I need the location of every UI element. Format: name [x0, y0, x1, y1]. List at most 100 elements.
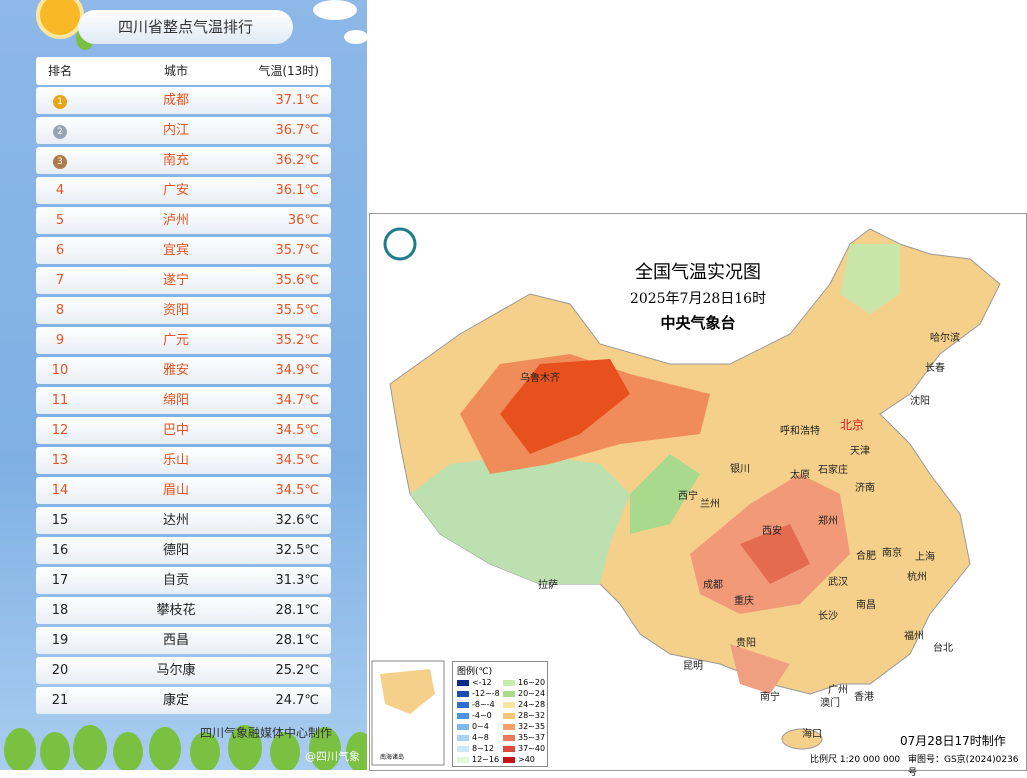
legend-item: 32~35 — [503, 722, 545, 731]
city: 眉山 — [162, 483, 189, 498]
city-label: 乌鲁木齐 — [520, 373, 560, 384]
city: 自贡 — [162, 573, 189, 588]
map-panel: 全国气温实况图 2025年7月28日16时 中央气象台 南海诸岛 07月28日1… — [369, 213, 1027, 778]
city-label: 西安 — [762, 526, 782, 537]
table-row: 1 成都 37.1℃ — [36, 87, 331, 114]
legend-swatch — [503, 734, 515, 741]
medal: 3 — [53, 155, 67, 169]
rank-number: 19 — [51, 633, 69, 648]
legend-swatch — [503, 690, 515, 697]
city-label: 上海 — [915, 552, 935, 563]
table-row: 7 遂宁 35.6℃ — [36, 267, 331, 294]
rank-number: 8 — [55, 303, 65, 318]
rank-number: 11 — [51, 393, 69, 408]
table-row: 9 广元 35.2℃ — [36, 327, 331, 354]
table-row: 2 内江 36.7℃ — [36, 117, 331, 144]
table-row: 6 宜宾 35.7℃ — [36, 237, 331, 264]
city-label: 北京 — [840, 418, 865, 432]
temperature: 34.5℃ — [275, 483, 319, 498]
table-row: 4 广安 36.1℃ — [36, 177, 331, 204]
rank: 6 — [42, 237, 78, 264]
rank: 7 — [42, 267, 78, 294]
legend-item: 37~40 — [503, 744, 545, 753]
rank-number: 17 — [51, 573, 69, 588]
table-header: 排名 城市 气温(13时) — [36, 57, 331, 85]
temperature: 36.1℃ — [275, 183, 319, 198]
city-label: 香港 — [854, 692, 874, 703]
rank-number: 10 — [51, 363, 69, 378]
rank: 8 — [42, 297, 78, 324]
city-label: 太原 — [790, 470, 810, 481]
city: 遂宁 — [162, 273, 189, 288]
city-label: 广州 — [828, 685, 848, 696]
city-label: 福州 — [904, 631, 924, 642]
table-row: 12 巴中 34.5℃ — [36, 417, 331, 444]
temperature: 35.2℃ — [275, 333, 319, 348]
medal: 2 — [53, 125, 67, 139]
legend-swatch — [457, 701, 469, 708]
legend-swatch — [503, 745, 515, 752]
rank-number: 13 — [51, 453, 69, 468]
city: 成都 — [162, 93, 189, 108]
temperature: 28.1℃ — [275, 633, 319, 648]
rank: 14 — [42, 477, 78, 504]
legend-label: -4~0 — [472, 711, 492, 720]
temperature: 32.5℃ — [275, 543, 319, 558]
city-label: 重庆 — [734, 596, 754, 607]
legend-item: >40 — [503, 755, 535, 764]
header-cell: 排名 — [47, 64, 72, 78]
legend-label: -8~-4 — [472, 700, 495, 709]
city-label: 南昌 — [856, 600, 876, 611]
city: 德阳 — [162, 543, 189, 558]
city: 内江 — [162, 123, 189, 138]
rank-number: 5 — [55, 213, 65, 228]
legend-item: 0~4 — [457, 722, 489, 731]
rank-number: 6 — [55, 243, 65, 258]
legend-swatch — [457, 745, 469, 752]
rank-number: 15 — [51, 513, 69, 528]
table-row: 17 自贡 31.3℃ — [36, 567, 331, 594]
city: 绵阳 — [162, 393, 189, 408]
watermark: @四川气象 — [305, 750, 360, 763]
table-row: 13 乐山 34.5℃ — [36, 447, 331, 474]
header-cell: 城市 — [163, 64, 188, 78]
rank-number: 20 — [51, 663, 69, 678]
legend-swatch — [457, 690, 469, 697]
legend-label: 16~20 — [518, 678, 546, 687]
temperature: 34.9℃ — [275, 363, 319, 378]
table-row: 21 康定 24.7℃ — [36, 687, 331, 714]
city-label: 合肥 — [856, 551, 876, 562]
temperature: 36.2℃ — [275, 153, 319, 168]
city-label: 天津 — [850, 446, 870, 457]
scale: 比例尺 1:20 000 000 — [810, 755, 901, 765]
rank: 11 — [42, 387, 78, 414]
inset-label: 南海诸岛 — [380, 754, 405, 761]
city: 雅安 — [162, 363, 189, 378]
legend-item: 20~24 — [503, 689, 545, 698]
city: 巴中 — [162, 423, 189, 438]
city-label: 石家庄 — [818, 465, 848, 476]
city-label: 成都 — [703, 580, 723, 591]
city-label: 南宁 — [760, 692, 780, 703]
rank: 16 — [42, 537, 78, 564]
rank: 9 — [42, 327, 78, 354]
rank: 4 — [42, 177, 78, 204]
rank: 3 — [42, 147, 78, 174]
city-label: 海口 — [802, 729, 822, 740]
legend-label: 24~28 — [518, 700, 546, 709]
temperature: 36℃ — [287, 213, 319, 228]
legend-swatch — [457, 723, 469, 730]
city: 南充 — [162, 153, 189, 168]
legend-swatch — [457, 679, 469, 686]
legend-label: 4~8 — [472, 733, 489, 742]
city: 乐山 — [162, 453, 189, 468]
temperature: 31.3℃ — [275, 573, 319, 588]
legend-swatch — [457, 756, 469, 763]
map-shape — [371, 227, 1001, 766]
header-cell[interactable]: 气温(13时) — [258, 64, 319, 78]
legend-item: 12~16 — [457, 755, 499, 764]
legend: 图例(℃) <-12 -12~-8 -8~-4 -4~0 0~4 4~8 8~12 12~16… — [452, 661, 548, 767]
rank-number: 4 — [55, 183, 65, 198]
city-label: 台北 — [933, 643, 953, 654]
